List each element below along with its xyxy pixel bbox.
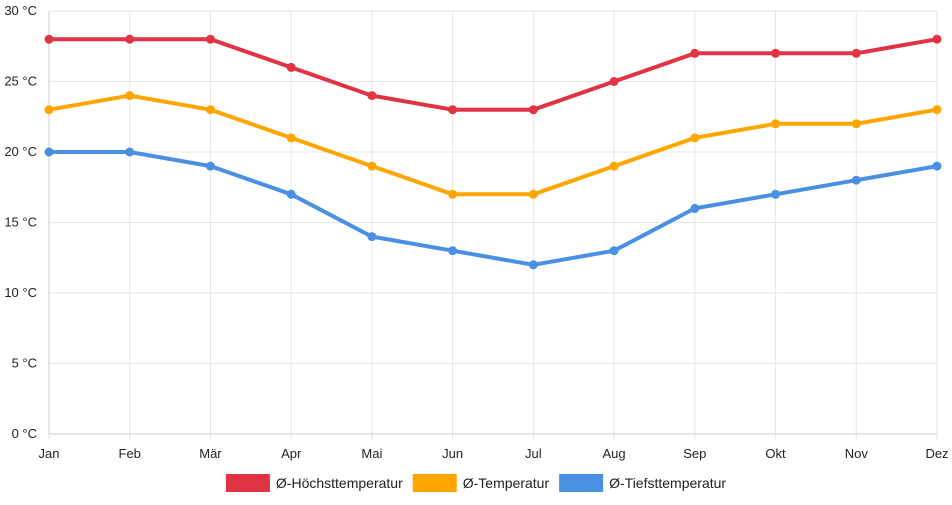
- legend-label: Ø-Temperatur: [463, 475, 550, 491]
- x-tick-label: Aug: [603, 446, 626, 461]
- legend-label: Ø-Tiefsttemperatur: [609, 475, 726, 491]
- x-tick-label: Apr: [281, 446, 302, 461]
- legend-item[interactable]: Ø-Tiefsttemperatur: [559, 474, 726, 492]
- series-layer: [44, 34, 942, 270]
- x-tick-label: Feb: [119, 446, 141, 461]
- x-tick-label: Nov: [845, 446, 869, 461]
- x-tick-label: Jul: [525, 446, 542, 461]
- data-point[interactable]: [448, 189, 458, 199]
- data-point[interactable]: [690, 203, 700, 213]
- data-point[interactable]: [448, 246, 458, 256]
- data-point[interactable]: [44, 105, 54, 115]
- data-point[interactable]: [44, 147, 54, 157]
- data-point[interactable]: [690, 48, 700, 58]
- legend-swatch: [225, 474, 270, 492]
- legend-swatch: [559, 474, 604, 492]
- legend-item[interactable]: Ø-Temperatur: [412, 474, 550, 492]
- data-point[interactable]: [609, 161, 619, 171]
- data-point[interactable]: [528, 105, 538, 115]
- x-tick-label: Mär: [199, 446, 222, 461]
- series-1: [44, 34, 942, 115]
- data-point[interactable]: [851, 175, 861, 185]
- x-tick-label: Mai: [361, 446, 382, 461]
- data-point[interactable]: [771, 48, 781, 58]
- x-tick-label: Sep: [683, 446, 706, 461]
- data-point[interactable]: [528, 260, 538, 270]
- series-line: [47, 37, 939, 112]
- data-point[interactable]: [125, 147, 135, 157]
- data-point[interactable]: [286, 189, 296, 199]
- series-line: [47, 93, 939, 197]
- data-point[interactable]: [125, 34, 135, 44]
- series-3: [44, 147, 942, 270]
- data-point[interactable]: [932, 161, 942, 171]
- grid-layer: [48, 10, 938, 440]
- legend-label: Ø-Höchsttemperatur: [276, 475, 403, 491]
- data-point[interactable]: [205, 105, 215, 115]
- series-line: [47, 150, 939, 267]
- y-tick-label: 20 °C: [4, 144, 37, 159]
- legend-item[interactable]: Ø-Höchsttemperatur: [225, 474, 403, 492]
- series-2: [44, 91, 942, 199]
- data-point[interactable]: [448, 105, 458, 115]
- data-point[interactable]: [44, 34, 54, 44]
- data-point[interactable]: [690, 133, 700, 143]
- data-point[interactable]: [528, 189, 538, 199]
- data-point[interactable]: [932, 34, 942, 44]
- data-point[interactable]: [932, 105, 942, 115]
- y-tick-label: 0 °C: [12, 426, 37, 441]
- data-point[interactable]: [367, 161, 377, 171]
- data-point[interactable]: [125, 91, 135, 101]
- data-point[interactable]: [771, 119, 781, 129]
- y-tick-label: 25 °C: [4, 74, 37, 89]
- y-tick-label: 15 °C: [4, 215, 37, 230]
- data-point[interactable]: [609, 77, 619, 86]
- data-point[interactable]: [367, 91, 377, 101]
- axis-layer: 0 °C 5 °C 10 °C 15 °C 20 °C 25 °C 30 °C Jan Feb M…: [4, 3, 948, 461]
- legend[interactable]: Ø-Höchsttemperatur Ø-Temperatur Ø-Tiefstte…: [225, 474, 726, 492]
- data-point[interactable]: [851, 48, 861, 58]
- data-point[interactable]: [286, 62, 296, 72]
- data-point[interactable]: [367, 232, 377, 242]
- y-tick-label: 10 °C: [4, 285, 37, 300]
- y-tick-label: 5 °C: [12, 356, 37, 371]
- x-tick-label: Jan: [39, 446, 60, 461]
- x-tick-label: Okt: [765, 446, 786, 461]
- legend-swatch: [412, 474, 457, 492]
- data-point[interactable]: [771, 189, 781, 199]
- data-point[interactable]: [286, 133, 296, 143]
- data-point[interactable]: [205, 34, 215, 44]
- data-point[interactable]: [609, 246, 619, 256]
- y-tick-label: 30 °C: [4, 3, 37, 18]
- data-point[interactable]: [205, 161, 215, 171]
- data-point[interactable]: [851, 119, 861, 129]
- x-tick-label: Jun: [442, 446, 463, 461]
- x-tick-label: Dez: [925, 446, 948, 461]
